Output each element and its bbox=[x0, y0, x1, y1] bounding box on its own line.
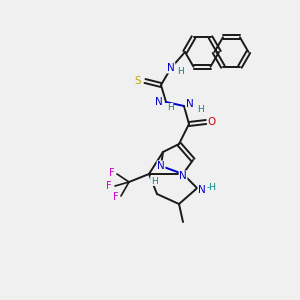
Text: N: N bbox=[186, 99, 194, 109]
Text: H: H bbox=[196, 104, 203, 113]
Text: N: N bbox=[157, 161, 165, 171]
Text: N: N bbox=[167, 63, 175, 73]
Text: N: N bbox=[198, 185, 206, 195]
Text: F: F bbox=[109, 168, 115, 178]
Text: S: S bbox=[135, 76, 141, 86]
Text: F: F bbox=[106, 181, 112, 191]
Text: H: H bbox=[167, 103, 173, 112]
Text: H: H bbox=[177, 68, 183, 76]
Text: -H: -H bbox=[207, 184, 217, 193]
Text: N: N bbox=[155, 97, 163, 107]
Text: H: H bbox=[151, 176, 158, 185]
Text: O: O bbox=[208, 117, 216, 127]
Text: F: F bbox=[113, 192, 119, 202]
Text: N: N bbox=[179, 171, 187, 181]
